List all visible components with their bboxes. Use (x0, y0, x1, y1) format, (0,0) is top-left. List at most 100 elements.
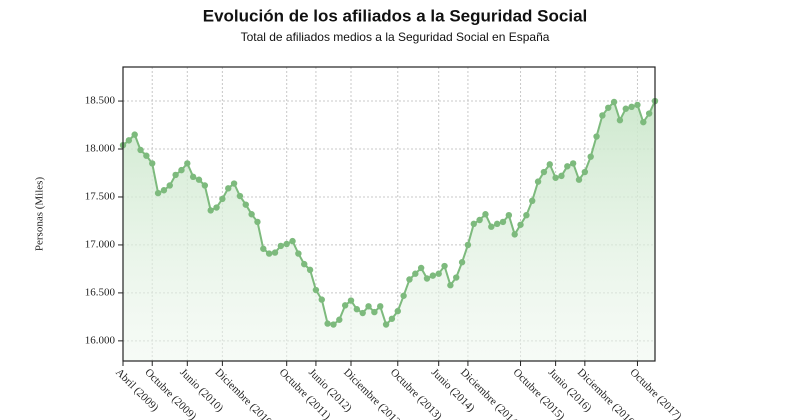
point (271, 249, 279, 256)
point (587, 153, 594, 160)
point (283, 240, 290, 248)
point (166, 182, 173, 189)
point (569, 160, 577, 167)
point (178, 166, 185, 174)
point (400, 292, 407, 299)
point (154, 189, 162, 197)
x-tick-label: Octubre (2017) (628, 366, 684, 420)
point (575, 176, 583, 183)
point (482, 211, 489, 218)
point (371, 308, 378, 316)
point (341, 302, 349, 309)
point (558, 172, 565, 180)
y-tick-label: 17.000 (85, 238, 116, 250)
point (219, 195, 226, 203)
point (511, 231, 518, 238)
point (336, 316, 343, 323)
point (610, 98, 618, 106)
point (640, 118, 647, 126)
point (324, 320, 331, 327)
y-tick-label: 18.500 (85, 95, 116, 107)
point (295, 250, 302, 257)
point (189, 173, 197, 181)
point (564, 163, 571, 170)
point (377, 303, 384, 310)
point (458, 259, 466, 266)
point (289, 237, 296, 245)
point (435, 270, 442, 277)
point (265, 250, 273, 257)
point (493, 220, 501, 228)
point (365, 303, 372, 310)
point (195, 176, 203, 183)
point (347, 297, 355, 304)
area (123, 101, 655, 361)
point (622, 105, 629, 112)
point (645, 110, 653, 117)
point (552, 174, 559, 181)
point (523, 211, 530, 219)
point (453, 274, 460, 281)
point (441, 262, 448, 270)
point (599, 112, 606, 119)
point (359, 309, 366, 317)
x-tick-label: Diciembre (2010) (212, 366, 276, 420)
point (634, 101, 641, 109)
point (149, 160, 156, 167)
point (382, 321, 390, 328)
point (230, 180, 238, 187)
point (353, 306, 361, 313)
point (125, 137, 133, 144)
point (301, 260, 308, 268)
point (476, 216, 483, 224)
point (499, 218, 507, 226)
point (529, 197, 536, 205)
point (388, 315, 396, 322)
point (470, 220, 477, 228)
point (412, 270, 419, 277)
point (517, 221, 524, 228)
point (605, 104, 612, 111)
point (137, 146, 144, 154)
point (201, 182, 209, 189)
point (242, 201, 249, 208)
point (248, 211, 255, 218)
point (225, 185, 232, 192)
plot-frame (122, 66, 656, 362)
point (277, 242, 285, 250)
point (330, 321, 337, 328)
point (394, 307, 401, 315)
point (254, 218, 261, 226)
point (540, 168, 548, 176)
y-tick-label: 18.000 (85, 143, 116, 155)
point (131, 131, 138, 138)
point (447, 282, 454, 289)
chart-subtitle: Total de afiliados medios a la Seguridad… (241, 30, 550, 44)
y-tick-label: 17.500 (85, 191, 116, 203)
point (581, 168, 589, 176)
y-tick-label: 16.000 (85, 334, 116, 346)
y-tick-label: 16.500 (85, 286, 116, 298)
point (628, 103, 635, 111)
point (593, 133, 600, 140)
point (306, 266, 314, 274)
point (534, 178, 542, 185)
point (143, 152, 150, 159)
point (464, 241, 472, 249)
point (318, 296, 325, 303)
point (172, 171, 179, 179)
point (207, 207, 214, 214)
chart-title: Evolución de los afiliados a la Segurida… (203, 6, 588, 25)
point (213, 204, 220, 211)
point (160, 187, 168, 194)
y-axis-label: Personas (Miles) (34, 177, 46, 252)
point (488, 223, 495, 230)
point (505, 211, 513, 219)
point (546, 161, 553, 168)
point (236, 192, 244, 200)
point (616, 117, 624, 124)
point (417, 264, 425, 272)
point (260, 245, 267, 252)
point (423, 275, 431, 282)
